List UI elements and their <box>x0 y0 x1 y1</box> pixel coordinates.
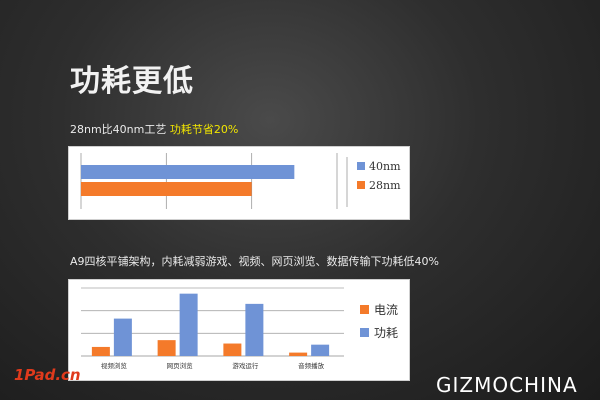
x-tick-label: 音频播放 <box>298 361 325 370</box>
legend-label-功耗: 功耗 <box>374 326 398 340</box>
subtitle-highlight: 功耗节省20% <box>169 123 239 136</box>
chart-scenario-power: 视频浏览 网页浏览 游戏运行 音频播放 电流功耗 <box>68 279 410 381</box>
x-tick-label: 网页浏览 <box>167 361 194 370</box>
bar-电流-3 <box>289 352 308 356</box>
bar-功耗-0 <box>113 318 132 356</box>
x-tick-label: 视频浏览 <box>101 361 128 370</box>
subtitle-architecture: A9四核平铺架构，内耗减弱游戏、视频、网页浏览、数据传输下功耗低40% <box>70 255 439 268</box>
legend-swatch-40nm <box>357 162 365 170</box>
bar-28nm <box>81 182 252 196</box>
bar-功耗-2 <box>245 303 264 356</box>
legend-label-40nm: 40nm <box>369 160 401 173</box>
bar-功耗-1 <box>179 293 198 356</box>
chart-process-power: 40nm 28nm <box>68 146 410 220</box>
watermark: GIZMOCHINA <box>436 373 578 397</box>
slide-title: 功耗更低 <box>70 64 194 99</box>
legend-swatch-功耗 <box>360 328 369 337</box>
chart-process-power-svg: 40nm 28nm <box>80 153 401 209</box>
legend-swatch-电流 <box>360 305 369 314</box>
legend-label-电流: 电流 <box>374 303 398 317</box>
bar-电流-1 <box>157 340 176 356</box>
site-logo: 1Pad.cn <box>14 366 81 384</box>
x-tick-label: 游戏运行 <box>232 361 259 370</box>
bar-电流-0 <box>91 346 110 356</box>
bar-40nm <box>81 165 295 179</box>
legend-swatch-28nm <box>357 181 365 189</box>
subtitle-prefix: 28nm比40nm工艺 <box>70 123 170 136</box>
bar-电流-2 <box>223 343 242 356</box>
subtitle-process-comparison: 28nm比40nm工艺 功耗节省20% <box>70 121 238 137</box>
legend-label-28nm: 28nm <box>369 179 401 192</box>
bar-功耗-3 <box>311 344 330 356</box>
